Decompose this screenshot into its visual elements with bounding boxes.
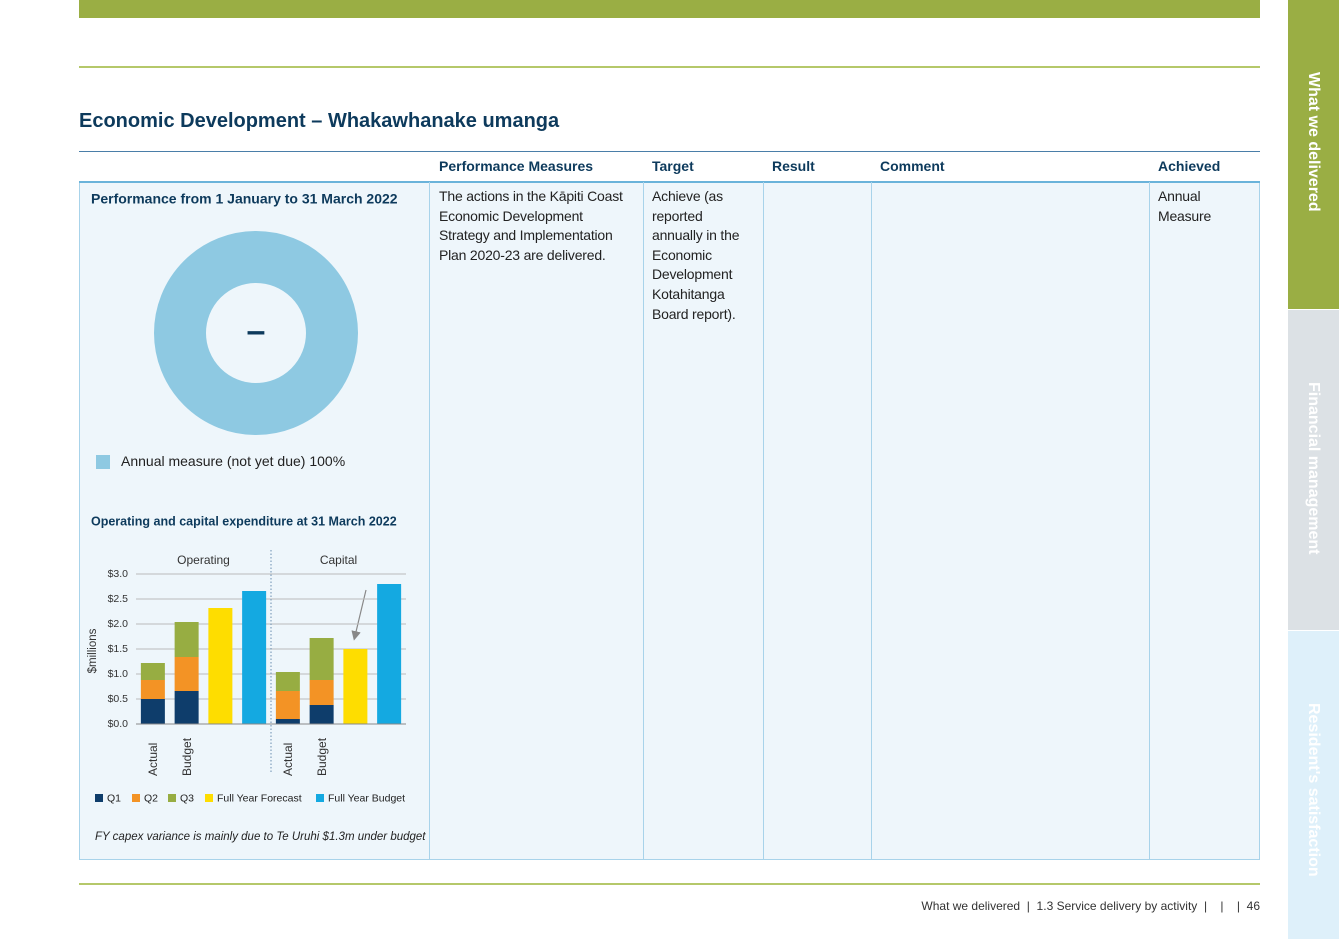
- legend-swatch: [95, 794, 103, 802]
- center-label: –: [247, 312, 266, 350]
- legend-label: Q3: [180, 792, 194, 804]
- group-label: Capital: [320, 553, 357, 567]
- charts: Performance from 1 January to 31 March 2…: [87, 191, 426, 843]
- bar-segment: [174, 691, 199, 724]
- col-border: [763, 182, 764, 859]
- tab[interactable]: What we delivered: [1288, 0, 1339, 309]
- rule: [79, 66, 1260, 68]
- legend-swatch: [96, 455, 110, 469]
- legend-value: 100%: [309, 453, 345, 469]
- cell: Annual Measure: [1158, 188, 1212, 224]
- y-tick-label: $2.5: [108, 593, 129, 605]
- bar-segment: [309, 638, 334, 680]
- rule: [79, 181, 1260, 183]
- rule: [79, 883, 1260, 885]
- legend-swatch: [132, 794, 140, 802]
- bar-segment: [208, 608, 233, 724]
- col-border: [871, 182, 872, 859]
- y-tick-label: $1.0: [108, 668, 129, 680]
- bar-segment: [242, 591, 267, 724]
- legend-swatch: [168, 794, 176, 802]
- legend-label: Q2: [144, 792, 158, 804]
- tab[interactable]: Financial management: [1288, 310, 1339, 630]
- legend-name: Annual measure (not yet due): [121, 453, 305, 469]
- col-border: [429, 182, 430, 859]
- y-tick-label: $0.0: [108, 718, 129, 730]
- bar-segment: [275, 691, 300, 719]
- bar-segment: [343, 649, 368, 724]
- legend-label: Full Year Forecast: [217, 792, 302, 804]
- bar-segment: [174, 657, 199, 691]
- column-header: Target: [652, 158, 694, 174]
- tab[interactable]: Resident's satisfaction: [1288, 631, 1339, 939]
- column-header: Achieved: [1158, 158, 1221, 174]
- legend-swatch: [205, 794, 213, 802]
- column-header: Result: [772, 158, 815, 174]
- x-tick-label: Actual: [281, 743, 295, 776]
- group-label: Operating: [177, 553, 230, 567]
- col-border: [643, 182, 644, 859]
- x-tick-label: Budget: [315, 737, 329, 776]
- chart-title: Performance from 1 January to 31 March 2…: [91, 191, 398, 207]
- annotation-arrow: [351, 589, 367, 641]
- y-tick-label: $0.5: [108, 693, 129, 705]
- y-tick-label: $3.0: [108, 568, 129, 580]
- legend-swatch: [316, 794, 324, 802]
- legend-label: Q1: [107, 792, 121, 804]
- y-tick-label: $2.0: [108, 618, 129, 630]
- bar-segment: [275, 719, 300, 724]
- footer: What we delivered | 1.3 Service delivery…: [921, 899, 1260, 913]
- rule: [79, 151, 1260, 152]
- col-border: [1149, 182, 1150, 859]
- legend-label: Annual measure (not yet due) 100%: [121, 453, 345, 469]
- bar-segment: [140, 663, 165, 680]
- cell: Achieve (as reported annually in the Eco…: [652, 188, 740, 322]
- top-bar: [79, 0, 1260, 18]
- y-axis-label: $millions: [87, 628, 99, 673]
- chart-title: Operating and capital expenditure at 31 …: [91, 514, 397, 528]
- donut-slice: [154, 231, 358, 435]
- bar-segment: [140, 680, 165, 699]
- table-body: [79, 181, 1260, 860]
- bar-segment: [275, 672, 300, 691]
- title: Economic Development – Whakawhanake uman…: [79, 110, 560, 132]
- column-header: Comment: [880, 158, 945, 174]
- legend-label: Full Year Budget: [328, 792, 405, 804]
- bar-segment: [309, 680, 334, 705]
- cell: The actions in the Kāpiti Coast Economic…: [439, 188, 623, 263]
- x-tick-label: Actual: [146, 743, 160, 776]
- column-header: Performance Measures: [439, 158, 594, 174]
- bar-segment: [140, 699, 165, 724]
- bar-segment: [309, 705, 334, 724]
- x-tick-label: Budget: [180, 737, 194, 776]
- y-tick-label: $1.5: [108, 643, 129, 655]
- bar-segment: [377, 584, 402, 724]
- bar-segment: [174, 622, 199, 657]
- note: FY capex variance is mainly due to Te Ur…: [95, 831, 426, 843]
